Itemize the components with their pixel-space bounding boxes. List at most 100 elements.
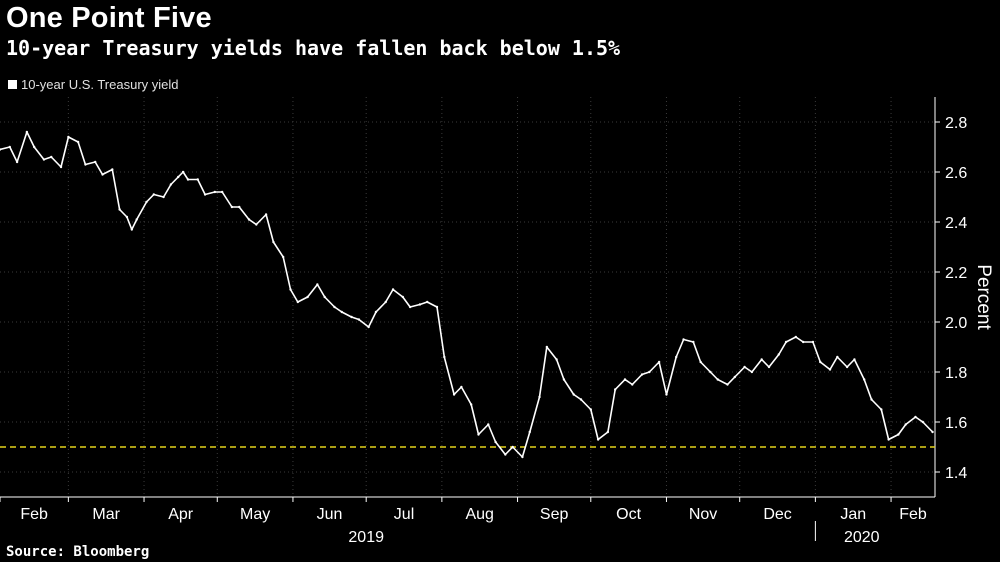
yield-data-point [25,130,29,134]
yield-data-point [845,365,849,369]
yield-series-line [0,131,934,458]
y-tick-label: 2.8 [945,115,967,132]
yield-data-point [572,393,575,396]
yield-data-point [767,365,771,369]
yield-data-point [418,303,422,306]
x-tick-label: Jun [317,506,343,523]
yield-data-point [203,193,207,196]
legend-label: 10-year U.S. Treasury yield [21,77,179,92]
yield-data-point [828,368,832,371]
yield-data-point [230,205,234,209]
yield-data-point [469,403,473,406]
yield-data-point [125,215,129,219]
x-tick-label: Oct [616,506,641,523]
yield-data-point [931,430,934,434]
x-tick-label: May [240,506,270,523]
yield-data-point [213,190,217,194]
yield-data-point [135,218,138,221]
yield-data-point [606,430,610,434]
y-tick-label: 2.2 [945,265,967,282]
y-tick-label: 2.4 [945,215,967,232]
yield-data-point [181,170,185,174]
year-label: 2020 [844,529,880,546]
yield-data-point [177,175,180,179]
yield-data-point [675,355,678,359]
y-tick-label: 2.0 [945,315,967,332]
yield-data-point [743,365,746,369]
yield-data-point [374,310,378,314]
yield-data-point [118,208,121,211]
yield-data-point [367,325,370,329]
yield-data-point [76,140,80,144]
yield-data-point [401,295,405,299]
y-tick-label: 2.6 [945,165,967,182]
yield-data-point [145,200,148,204]
yield-data-point [716,378,719,381]
yield-data-point [59,165,63,169]
yield-data-point [15,160,19,164]
yield-data-point [477,433,480,436]
yield-data-point [350,315,353,319]
yield-data-point [340,310,343,314]
yield-data-point [511,445,514,449]
x-tick-label: Dec [763,506,791,523]
yield-data-point [130,228,134,231]
yield-data-point [921,420,924,424]
yield-data-point [460,385,463,389]
yield-data-point [579,398,583,401]
yield-data-point [0,148,2,151]
yield-data-point [750,370,754,374]
yield-data-point [8,145,11,149]
yield-data-point [494,440,497,444]
yield-data-point [152,193,155,196]
yield-data-point [836,355,839,359]
yield-data-point [32,145,36,149]
y-tick-label: 1.6 [945,415,967,432]
yield-data-point [709,370,712,374]
yield-data-point [760,358,763,361]
x-tick-label: Aug [465,506,493,523]
yield-data-point [357,318,361,321]
yield-data-point [648,370,651,374]
yield-data-point [521,455,524,459]
yield-data-point [640,373,644,376]
yield-data-point [42,158,46,161]
yield-data-point [333,305,336,309]
yield-data-point [863,378,866,381]
yield-data-point [726,383,729,386]
y-tick-label: 1.8 [945,365,967,382]
x-tick-label: Jul [394,506,414,523]
yield-data-point [316,283,319,286]
yield-data-point [84,163,87,166]
y-tick-label: 1.4 [945,465,967,482]
yield-data-point [162,195,165,199]
yield-data-point [443,355,446,359]
yield-data-point [777,353,780,356]
yield-data-point [914,415,917,419]
yield-data-point [819,360,822,364]
yield-data-point [452,393,456,396]
chart-title: One Point Five [6,2,212,34]
yield-data-point [220,190,224,194]
yield-data-point [255,223,258,226]
yield-data-point [391,288,395,291]
yield-data-point [384,300,387,304]
yield-data-point [699,360,702,364]
yield-data-point [487,423,490,426]
yield-data-point [111,168,114,171]
yield-data-point [733,375,737,379]
source-note: Source: Bloomberg [6,544,150,560]
legend: 10-year U.S. Treasury yield [8,77,179,92]
yield-data-point [562,378,566,381]
x-tick-label: Apr [168,506,194,523]
yield-data-point [306,295,309,299]
yield-data-point [504,453,507,456]
x-tick-label: Jan [840,506,866,523]
yield-data-point [238,205,241,209]
legend-swatch [8,80,17,89]
yield-data-point [538,395,541,399]
x-tick-label: Sep [540,506,569,523]
yield-data-point [196,178,199,181]
y-axis-title: Percent [973,264,994,330]
